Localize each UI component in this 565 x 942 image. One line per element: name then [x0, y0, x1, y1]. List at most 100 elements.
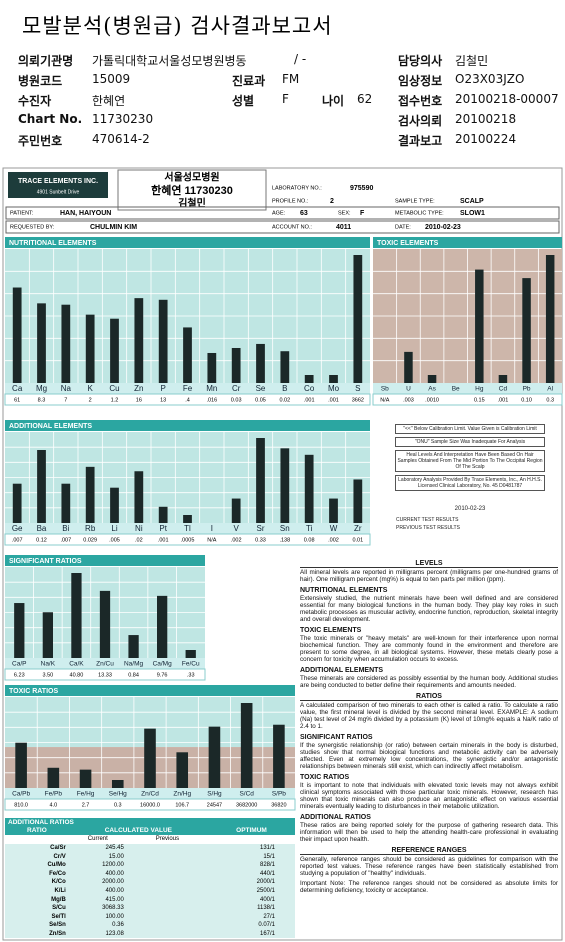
- field-label: 접수번호: [398, 94, 443, 108]
- ratio-previous: [127, 895, 208, 904]
- label-row: [5, 383, 370, 394]
- bar-value: 0.03: [231, 397, 242, 403]
- explanation-text: Generally, reference ranges should be co…: [300, 856, 558, 877]
- bar-value: .005: [109, 537, 120, 543]
- bar-label: P: [160, 384, 165, 393]
- bar-value: 3662: [352, 397, 364, 403]
- bar-label: Fe: [183, 384, 193, 393]
- bar: [240, 703, 253, 788]
- section-title: ADDITIONAL RATIOS: [5, 818, 295, 827]
- explanation-text: If the synergistic relationship (or rati…: [300, 742, 558, 770]
- ratio-previous: [127, 930, 208, 939]
- bar-value: .0005: [181, 537, 195, 543]
- bar: [12, 483, 22, 523]
- bar: [183, 327, 192, 383]
- bar-label: Ti: [306, 524, 313, 533]
- section-title: TOXIC ELEMENTS: [377, 240, 439, 247]
- bar: [304, 454, 314, 523]
- bar-label: Fe/Hg: [77, 791, 95, 798]
- legend-note: Laboratory Analysis Provided By Trace El…: [395, 475, 545, 491]
- bar: [12, 287, 22, 383]
- bar: [329, 375, 338, 383]
- section-header: [373, 237, 562, 248]
- legend-note: "<<" Below Calibration Limit. Value Give…: [395, 424, 545, 434]
- bar: [37, 303, 46, 383]
- bar-label: Mg: [36, 384, 47, 393]
- bar: [329, 498, 338, 523]
- info-value: 2: [330, 198, 334, 205]
- bar: [183, 515, 192, 523]
- explanation-text: These ratios are being reported solely f…: [300, 822, 558, 843]
- info-label: SEX:: [338, 210, 351, 216]
- bar-label: Zr: [354, 524, 362, 533]
- ratio-previous: [127, 861, 208, 870]
- bar-value: .001: [498, 397, 509, 403]
- bar-label: Cr: [232, 384, 241, 393]
- ratio-optimum: 2500/1: [256, 888, 275, 895]
- value-row: [4, 798, 296, 811]
- bar: [61, 304, 71, 383]
- field-label: 의뢰기관명: [18, 54, 74, 68]
- subheader: Previous: [155, 836, 180, 843]
- value-row: [4, 393, 371, 406]
- field-value: 김철민: [455, 54, 489, 68]
- ratio-previous: [127, 870, 208, 879]
- field-label: 주민번호: [18, 134, 63, 148]
- field-value: 11730230: [92, 112, 154, 126]
- bar: [231, 347, 241, 383]
- field-value: O23X03JZO: [455, 72, 525, 86]
- table-row: Cr/V 15.00 15/1: [5, 852, 295, 861]
- table-row: Fe/Co 400.00 440/1: [5, 870, 295, 879]
- explanation-heading: TOXIC ELEMENTS: [300, 627, 362, 634]
- info-label: DATE:: [395, 224, 411, 230]
- bar: [256, 343, 265, 383]
- info-value: CHULMIN KIM: [90, 224, 137, 231]
- section-header: [5, 237, 370, 248]
- info-label: SAMPLE TYPE:: [395, 198, 435, 204]
- bar: [545, 255, 555, 383]
- explanation-text: A calculated comparison of two minerals …: [300, 702, 558, 730]
- bar-value: 36820: [271, 802, 286, 808]
- bar-label: Zn: [134, 384, 143, 393]
- bar-label: W: [330, 524, 338, 533]
- explanation-text: All mineral levels are reported in milli…: [300, 569, 558, 583]
- explanation-text: These minerals are considered as possibl…: [300, 675, 558, 689]
- field-value: 470614-2: [92, 132, 150, 146]
- stamp-text: 김철민: [178, 197, 206, 210]
- bar-value: 0.84: [128, 672, 139, 678]
- bar-value: .138: [279, 537, 290, 543]
- column-header: RATIO: [5, 826, 69, 836]
- ratio-optimum: 27/1: [263, 913, 275, 920]
- bar-label: Cu: [109, 384, 119, 393]
- bar-value: 0.33: [255, 537, 266, 543]
- lab-name: TRACE ELEMENTS INC.: [18, 178, 98, 185]
- bar-value: 0.02: [279, 397, 290, 403]
- field-value: 20100224: [455, 132, 517, 146]
- bar-label: Be: [452, 386, 460, 393]
- bar-label: Cd: [499, 386, 508, 393]
- table-row: Ca/Sr 245.45 131/1: [5, 844, 295, 853]
- ratio-name: K/Li: [54, 888, 66, 895]
- bar-label: I: [211, 524, 213, 533]
- bar-value: 2.7: [82, 802, 90, 808]
- bar-value: 8.3: [38, 397, 46, 403]
- bar: [61, 483, 71, 523]
- info-row: [5, 206, 560, 220]
- ratio-current: 400.00: [105, 870, 124, 877]
- bar-label: Fe/Pb: [45, 791, 63, 798]
- legend-current: CURRENT TEST RESULTS: [396, 517, 459, 523]
- bar-value: .33: [187, 672, 195, 678]
- bar-value: .001: [328, 397, 339, 403]
- ratio-previous: [127, 913, 208, 922]
- field-value: 가톨릭대학교서울성모병원병동: [92, 54, 247, 68]
- bar: [404, 351, 413, 383]
- bar-label: Rb: [85, 524, 96, 533]
- field-label: 결과보고: [398, 134, 443, 148]
- stamp-text: 한혜연 11730230: [151, 183, 233, 197]
- ratio-optimum: 828/1: [259, 862, 275, 869]
- bar-value: 0.12: [36, 537, 47, 543]
- ratio-current: 2000.00: [102, 879, 124, 886]
- ratio-current: 415.00: [105, 896, 124, 903]
